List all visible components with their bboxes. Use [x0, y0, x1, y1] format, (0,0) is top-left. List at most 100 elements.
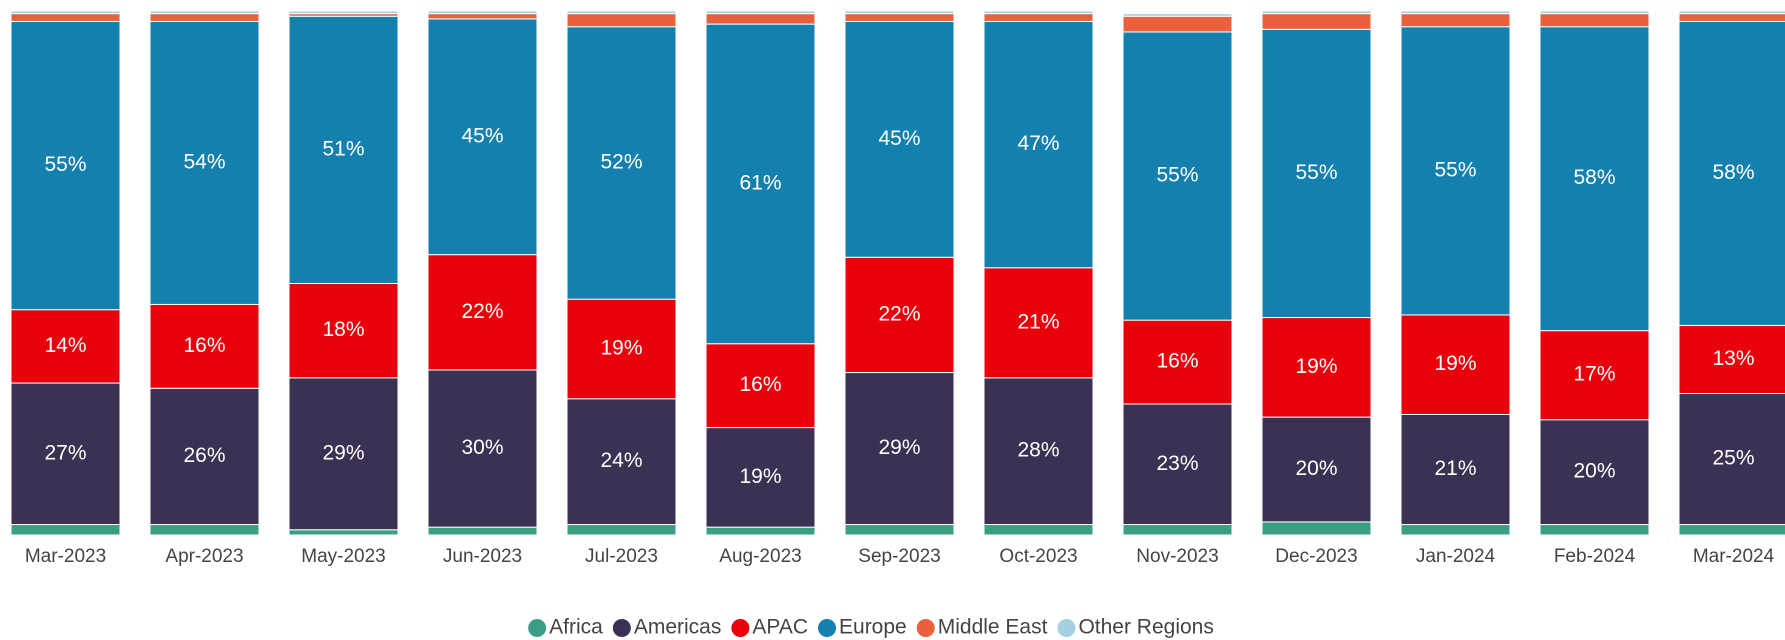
- legend-label: Europe: [839, 616, 907, 639]
- legend-marker: [916, 619, 935, 637]
- data-label: 23%: [1156, 452, 1198, 475]
- legend: Africa Americas APAC Europe Middle East Other…: [528, 616, 1214, 639]
- x-tick-label: Dec-2023: [1275, 546, 1357, 567]
- bar-segment: [844, 13, 955, 22]
- data-label: 14%: [44, 334, 86, 357]
- bar-segment: [427, 13, 538, 20]
- bar-segment: [566, 524, 677, 536]
- bar-segment: [566, 298, 677, 400]
- bar-segment: [705, 23, 816, 345]
- bar-segment: [288, 529, 399, 536]
- data-label: 18%: [322, 318, 364, 341]
- bar-segment: [983, 20, 1094, 269]
- bar-segment: [1678, 524, 1785, 536]
- x-tick-label: Sep-2023: [858, 546, 940, 567]
- data-label: 55%: [1156, 164, 1198, 187]
- bar-segment: [149, 387, 260, 526]
- data-label: 52%: [600, 151, 642, 174]
- bar-segment: [10, 10, 121, 15]
- bar-segment: [1400, 314, 1511, 415]
- bar-segment: [10, 382, 121, 526]
- data-label: 22%: [878, 302, 920, 325]
- legend-marker: [818, 619, 837, 637]
- x-tick-label: Aug-2023: [719, 546, 801, 567]
- data-label: 19%: [1434, 352, 1476, 375]
- data-label: 25%: [1712, 447, 1754, 470]
- bar-segment: [427, 18, 538, 256]
- bar-segment: [10, 309, 121, 384]
- x-tick-label: Jan-2024: [1416, 546, 1496, 567]
- bar-segment: [1539, 26, 1650, 332]
- bar-segment: [149, 303, 260, 389]
- bar-segment: [1261, 28, 1372, 319]
- bar-segment: [1261, 13, 1372, 30]
- bar-segment: [566, 10, 677, 15]
- bar-segment: [149, 10, 260, 15]
- bar-segment: [1261, 10, 1372, 15]
- bar-segment: [1539, 330, 1650, 421]
- legend-marker: [528, 619, 547, 637]
- data-label: 61%: [739, 171, 781, 194]
- data-label: 19%: [739, 465, 781, 488]
- data-label: 19%: [1295, 355, 1337, 378]
- bar-segment: [427, 10, 538, 15]
- bar-segment: [1678, 393, 1785, 526]
- bar-segment: [288, 282, 399, 379]
- data-label: 51%: [322, 137, 364, 160]
- data-label: 13%: [1712, 347, 1754, 370]
- bar-segment: [705, 10, 816, 15]
- data-label: 20%: [1573, 460, 1615, 483]
- data-label: 16%: [183, 334, 225, 357]
- bar-segment: [1400, 26, 1511, 316]
- bar-segment: [566, 26, 677, 300]
- data-label: 16%: [739, 373, 781, 396]
- legend-marker: [1057, 619, 1076, 637]
- bar-segment: [1261, 416, 1372, 523]
- bar-segment: [844, 524, 955, 536]
- data-label: 30%: [461, 436, 503, 459]
- legend-label: Americas: [634, 616, 722, 639]
- bar-segment: [1400, 524, 1511, 536]
- x-tick-label: Mar-2024: [1693, 546, 1775, 567]
- bar-segment: [288, 10, 399, 15]
- bar-segment: [10, 13, 121, 22]
- bar-segment: [844, 256, 955, 374]
- data-label: 27%: [44, 441, 86, 464]
- data-label: 28%: [1017, 439, 1059, 462]
- data-label: 29%: [878, 436, 920, 459]
- bar-segment: [705, 526, 816, 536]
- data-label: 22%: [461, 300, 503, 323]
- x-tick-label: Nov-2023: [1136, 546, 1218, 567]
- bar-segment: [983, 524, 1094, 536]
- data-label: 19%: [600, 337, 642, 360]
- bar-segment: [705, 13, 816, 25]
- bar-segment: [1122, 31, 1233, 321]
- bar-segment: [1122, 13, 1233, 17]
- bar-segment: [149, 20, 260, 305]
- bar-segment: [705, 427, 816, 528]
- x-tick-label: Mar-2023: [25, 546, 106, 567]
- data-label: 20%: [1295, 457, 1337, 480]
- data-label: 58%: [1573, 166, 1615, 189]
- data-label: 45%: [461, 124, 503, 147]
- data-label: 24%: [600, 449, 642, 472]
- legend-marker: [612, 619, 631, 637]
- bar-segment: [1261, 521, 1372, 536]
- data-label: 45%: [878, 127, 920, 150]
- bar-segment: [1122, 524, 1233, 536]
- x-tick-label: Oct-2023: [999, 546, 1077, 567]
- x-tick-label: Jul-2023: [585, 546, 658, 567]
- bar-segment: [1539, 10, 1650, 15]
- data-label: 47%: [1017, 132, 1059, 155]
- x-tick-label: Apr-2023: [165, 546, 243, 567]
- bar-segment: [1122, 319, 1233, 405]
- bar-segment: [1400, 13, 1511, 28]
- bar-segment: [1539, 524, 1650, 536]
- bar-segment: [1678, 10, 1785, 15]
- bar-segment: [149, 524, 260, 536]
- bar-segment: [427, 369, 538, 528]
- legend-label: Middle East: [938, 616, 1048, 639]
- data-label: 21%: [1017, 310, 1059, 333]
- data-label: 55%: [1434, 158, 1476, 181]
